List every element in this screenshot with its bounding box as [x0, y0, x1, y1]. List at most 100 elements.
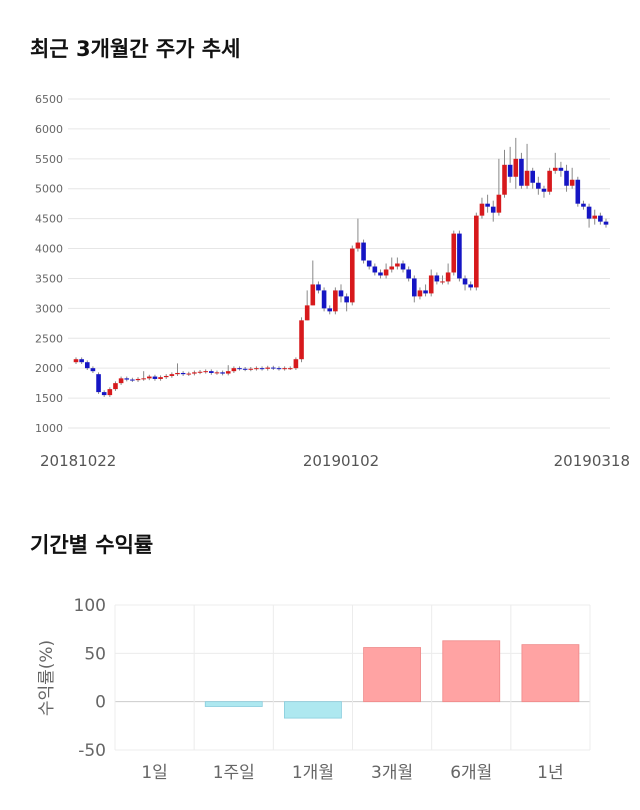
- candle-body: [496, 194, 502, 213]
- candle-body: [524, 170, 530, 186]
- candle-body: [327, 308, 333, 312]
- bar: [521, 644, 580, 703]
- candle-body: [519, 158, 524, 186]
- bar: [284, 701, 342, 719]
- y-tick-label: 1500: [35, 392, 63, 405]
- candle-body: [203, 371, 208, 373]
- y-tick-label: 2000: [35, 362, 63, 375]
- candle-body: [569, 179, 575, 186]
- candle-body: [316, 284, 321, 291]
- candle-body: [541, 188, 547, 192]
- candle-body: [552, 167, 558, 171]
- bar: [204, 701, 263, 707]
- candle-body: [598, 215, 603, 222]
- return-chart-title: 기간별 수익률: [30, 533, 153, 557]
- x-tick-label: 1개월: [292, 763, 334, 783]
- x-tick-label: 6개월: [450, 763, 492, 783]
- candle-body: [344, 296, 349, 303]
- candle-body: [468, 284, 473, 288]
- candle-body: [287, 368, 293, 370]
- candle-body: [231, 368, 237, 372]
- candle-body: [220, 372, 225, 374]
- candle-body: [282, 368, 287, 370]
- candle-body: [338, 290, 344, 297]
- bar: [442, 640, 501, 703]
- candle-body: [411, 278, 417, 297]
- candle-body: [209, 371, 214, 373]
- candle-body: [440, 281, 445, 283]
- candle-body: [310, 284, 316, 306]
- y-tick-label: 1000: [35, 422, 63, 435]
- candle-body: [135, 378, 141, 381]
- candle-body: [423, 290, 428, 294]
- candle-body: [321, 290, 327, 309]
- y-tick-label: 6500: [35, 93, 63, 106]
- candle-body: [276, 368, 282, 370]
- candle-body: [355, 242, 361, 249]
- x-tick-label: 1일: [141, 763, 167, 783]
- candle-body: [225, 371, 231, 374]
- candle-body: [400, 263, 406, 270]
- candle-body: [592, 215, 598, 219]
- candle-body: [214, 372, 220, 374]
- candle-body: [304, 305, 310, 321]
- candle-body: [490, 206, 496, 213]
- candle-body: [417, 290, 423, 297]
- candle-body: [603, 221, 609, 225]
- candle-body: [406, 269, 411, 279]
- candle-body: [479, 203, 485, 216]
- candle-body: [395, 263, 400, 267]
- candle-body: [485, 203, 490, 207]
- candle-body: [474, 215, 479, 288]
- candle-body: [451, 233, 457, 273]
- candle-body: [530, 170, 536, 183]
- candle-body: [73, 359, 79, 363]
- candle-body: [101, 392, 107, 396]
- candle-body: [84, 362, 90, 369]
- candle-body: [462, 278, 468, 285]
- candle-body: [242, 368, 248, 370]
- candle-body: [349, 248, 355, 303]
- x-tick-label: 1년: [537, 763, 563, 783]
- candle-body: [90, 368, 96, 372]
- y-tick-label: -50: [78, 741, 106, 761]
- candle-body: [118, 378, 124, 384]
- candle-body: [502, 164, 507, 195]
- candle-body: [299, 320, 304, 360]
- candle-body: [169, 374, 175, 376]
- candle-body: [79, 359, 84, 363]
- candle-body: [507, 164, 513, 177]
- candle-body: [581, 203, 586, 207]
- y-tick-label: 4000: [35, 243, 63, 256]
- candle-body: [186, 373, 192, 375]
- candle-body: [113, 383, 118, 390]
- candle-body: [586, 206, 592, 219]
- candle-body: [107, 389, 113, 396]
- y-tick-label: 5000: [35, 183, 63, 196]
- candle-body: [254, 368, 259, 370]
- candle-body: [124, 378, 130, 380]
- candle-body: [513, 158, 519, 177]
- y-tick-label: 3500: [35, 272, 63, 285]
- y-axis-label: 수익률(%): [37, 640, 57, 716]
- x-tick-label: 20190102: [303, 452, 379, 470]
- candle-body: [428, 275, 434, 294]
- x-tick-label: 20181022: [40, 452, 116, 470]
- y-tick-label: 5500: [35, 153, 63, 166]
- y-tick-label: 6000: [35, 123, 63, 136]
- candle-body: [558, 167, 564, 171]
- candle-body: [366, 260, 372, 267]
- candle-body: [333, 290, 338, 312]
- candle-body: [146, 376, 152, 379]
- candle-body: [158, 377, 163, 379]
- candle-body: [175, 372, 180, 375]
- candle-body: [163, 375, 169, 378]
- candle-body: [265, 367, 271, 369]
- candle-body: [293, 359, 299, 369]
- y-tick-label: 2500: [35, 332, 63, 345]
- y-tick-label: 50: [84, 644, 106, 664]
- y-tick-label: 100: [74, 596, 106, 616]
- candle-body: [197, 371, 203, 373]
- candle-body: [141, 378, 146, 380]
